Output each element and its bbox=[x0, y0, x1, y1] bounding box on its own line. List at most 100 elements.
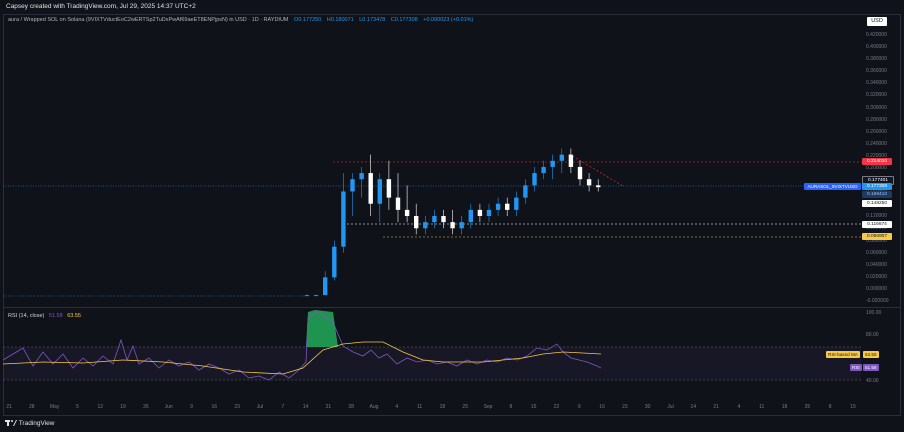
rsi-chart[interactable] bbox=[3, 308, 861, 400]
rsi-tick-80: 80.00 bbox=[866, 332, 879, 338]
price-tick: 0.060000 bbox=[866, 249, 887, 256]
time-tick: Aug bbox=[369, 404, 379, 410]
rsi-tag: RSI bbox=[850, 364, 862, 371]
price-tick: 0.360000 bbox=[866, 68, 887, 75]
candle-body bbox=[586, 179, 592, 186]
candle-body bbox=[386, 179, 392, 198]
candle-body bbox=[505, 203, 510, 210]
candle-body bbox=[423, 222, 428, 229]
chart-frame[interactable] bbox=[3, 14, 901, 416]
open-value: O0.177250 bbox=[294, 17, 322, 23]
price-tick: 0.300000 bbox=[866, 104, 887, 111]
price-tick: 0.380000 bbox=[866, 56, 887, 63]
time-tick: 12 bbox=[97, 404, 104, 410]
time-tick: 14 bbox=[690, 404, 697, 410]
time-axis[interactable]: 21 28 May 5 12 19 26 Jun 9 16 23 Jul 7 14 21 28 Aug 4 11 18… bbox=[3, 402, 861, 414]
caption: Capsey created with TradingView.com, Jul… bbox=[6, 3, 196, 10]
price-tick: 0.020000 bbox=[866, 273, 887, 280]
candle-body bbox=[304, 295, 310, 297]
time-tick: 4 bbox=[395, 404, 399, 410]
price-tick: -0.020000 bbox=[866, 298, 889, 304]
close-value: C0.177308 bbox=[390, 17, 418, 23]
white2-price-tag: 0.116674 bbox=[862, 221, 892, 228]
candle-body bbox=[313, 295, 319, 297]
time-tick: 8 bbox=[828, 404, 832, 410]
price-tick: 0.400000 bbox=[866, 44, 887, 51]
time-tick: 25 bbox=[804, 404, 811, 410]
rsi-overbought-fill bbox=[306, 310, 338, 347]
price-tick: 0.340000 bbox=[866, 80, 887, 87]
price-tick: 0.200000 bbox=[866, 165, 887, 171]
time-tick: 5 bbox=[76, 404, 79, 410]
time-tick: 19 bbox=[120, 404, 126, 410]
price-tick: 0.220000 bbox=[866, 152, 887, 159]
brand-name: TradingView bbox=[18, 420, 55, 427]
price-scale[interactable]: 0.420000 0.400000 0.380000 0.360000 0.340000… bbox=[862, 26, 902, 306]
rsi-tag-label: RSI bbox=[852, 365, 860, 370]
candle-body bbox=[468, 209, 473, 223]
time-tick: 28 bbox=[348, 404, 354, 410]
time-tick: 21 bbox=[325, 404, 332, 410]
price-tick: 0.260000 bbox=[866, 128, 887, 135]
time-tick: Jul bbox=[256, 404, 264, 410]
rsi-ma-tag: RSI-based MA bbox=[826, 351, 860, 358]
time-tick: 21 bbox=[6, 404, 12, 410]
low-value: L0.173478 bbox=[359, 17, 386, 23]
time-tick: Jun bbox=[164, 404, 173, 410]
symbol-price-tag: AURASOL_9VIXTVUSD bbox=[804, 183, 861, 190]
candle-body bbox=[495, 203, 501, 210]
change-value: +0.000023 (+0.01%) bbox=[423, 17, 474, 23]
price-tick: 0.000000 bbox=[866, 285, 887, 292]
price-chart[interactable] bbox=[3, 26, 865, 316]
pane-divider[interactable] bbox=[3, 307, 901, 308]
rsi-tick-100: 100.00 bbox=[866, 310, 882, 316]
candle-body bbox=[577, 166, 583, 180]
price-tick: 0.120000 bbox=[866, 213, 887, 220]
time-tick: 16 bbox=[599, 404, 605, 410]
time-tick: 7 bbox=[281, 404, 285, 410]
currency-button[interactable]: USD bbox=[867, 17, 887, 26]
candle-body bbox=[550, 160, 555, 167]
price-tick: 0.280000 bbox=[866, 116, 887, 123]
candle-body bbox=[377, 179, 382, 204]
candle-body bbox=[596, 185, 601, 188]
candle-body bbox=[332, 246, 337, 278]
rsi-tag-value: 51.58 bbox=[863, 364, 879, 371]
rsi-label: RSI (14, close) bbox=[8, 313, 45, 319]
white-price-tag: 0.148250 bbox=[862, 200, 892, 207]
candle-body bbox=[414, 216, 419, 229]
candle-body bbox=[441, 216, 446, 223]
candle-body bbox=[395, 197, 401, 210]
candles-group bbox=[304, 148, 601, 297]
candle-body bbox=[450, 222, 455, 229]
rsi-legend: RSI (14, close) 51.58 63.55 bbox=[8, 313, 81, 319]
candle-body bbox=[359, 173, 364, 180]
price-tick: 0.100000 bbox=[866, 225, 887, 232]
candle-body bbox=[559, 154, 564, 161]
rsi-band bbox=[3, 347, 861, 380]
rsi-ma-line bbox=[3, 341, 602, 375]
rsi-ma-value: 63.55 bbox=[67, 313, 81, 319]
time-tick: 30 bbox=[644, 404, 651, 410]
candle-body bbox=[541, 166, 546, 174]
blue-price-tag: 0.169410 bbox=[862, 191, 892, 198]
time-tick: 9 bbox=[577, 404, 581, 410]
yellow-price-tag: 0.096907 bbox=[862, 233, 892, 240]
time-tick: 16 bbox=[211, 404, 218, 410]
time-tick: 23 bbox=[622, 404, 628, 410]
symbol-title: aura / Wrapped SOL on Solana (9VIXTVduct… bbox=[8, 17, 289, 23]
rsi-ma-tag-value: 63.55 bbox=[863, 351, 879, 358]
candle-body bbox=[523, 185, 528, 198]
time-tick: 23 bbox=[234, 404, 240, 410]
top-bar: Capsey created with TradingView.com, Jul… bbox=[0, 0, 904, 14]
time-tick: Jul bbox=[667, 404, 674, 410]
candle-body bbox=[477, 209, 483, 216]
time-tick: 26 bbox=[143, 404, 149, 410]
time-tick: 15 bbox=[530, 404, 537, 410]
high-value: H0.180071 bbox=[326, 17, 354, 23]
candle-body bbox=[404, 209, 410, 216]
rsi-value: 51.58 bbox=[48, 313, 63, 319]
red-price-tag: 0.214010 bbox=[862, 158, 892, 165]
current-price-tag-b: 0.177308 bbox=[862, 183, 892, 190]
time-tick: 18 bbox=[439, 404, 446, 410]
